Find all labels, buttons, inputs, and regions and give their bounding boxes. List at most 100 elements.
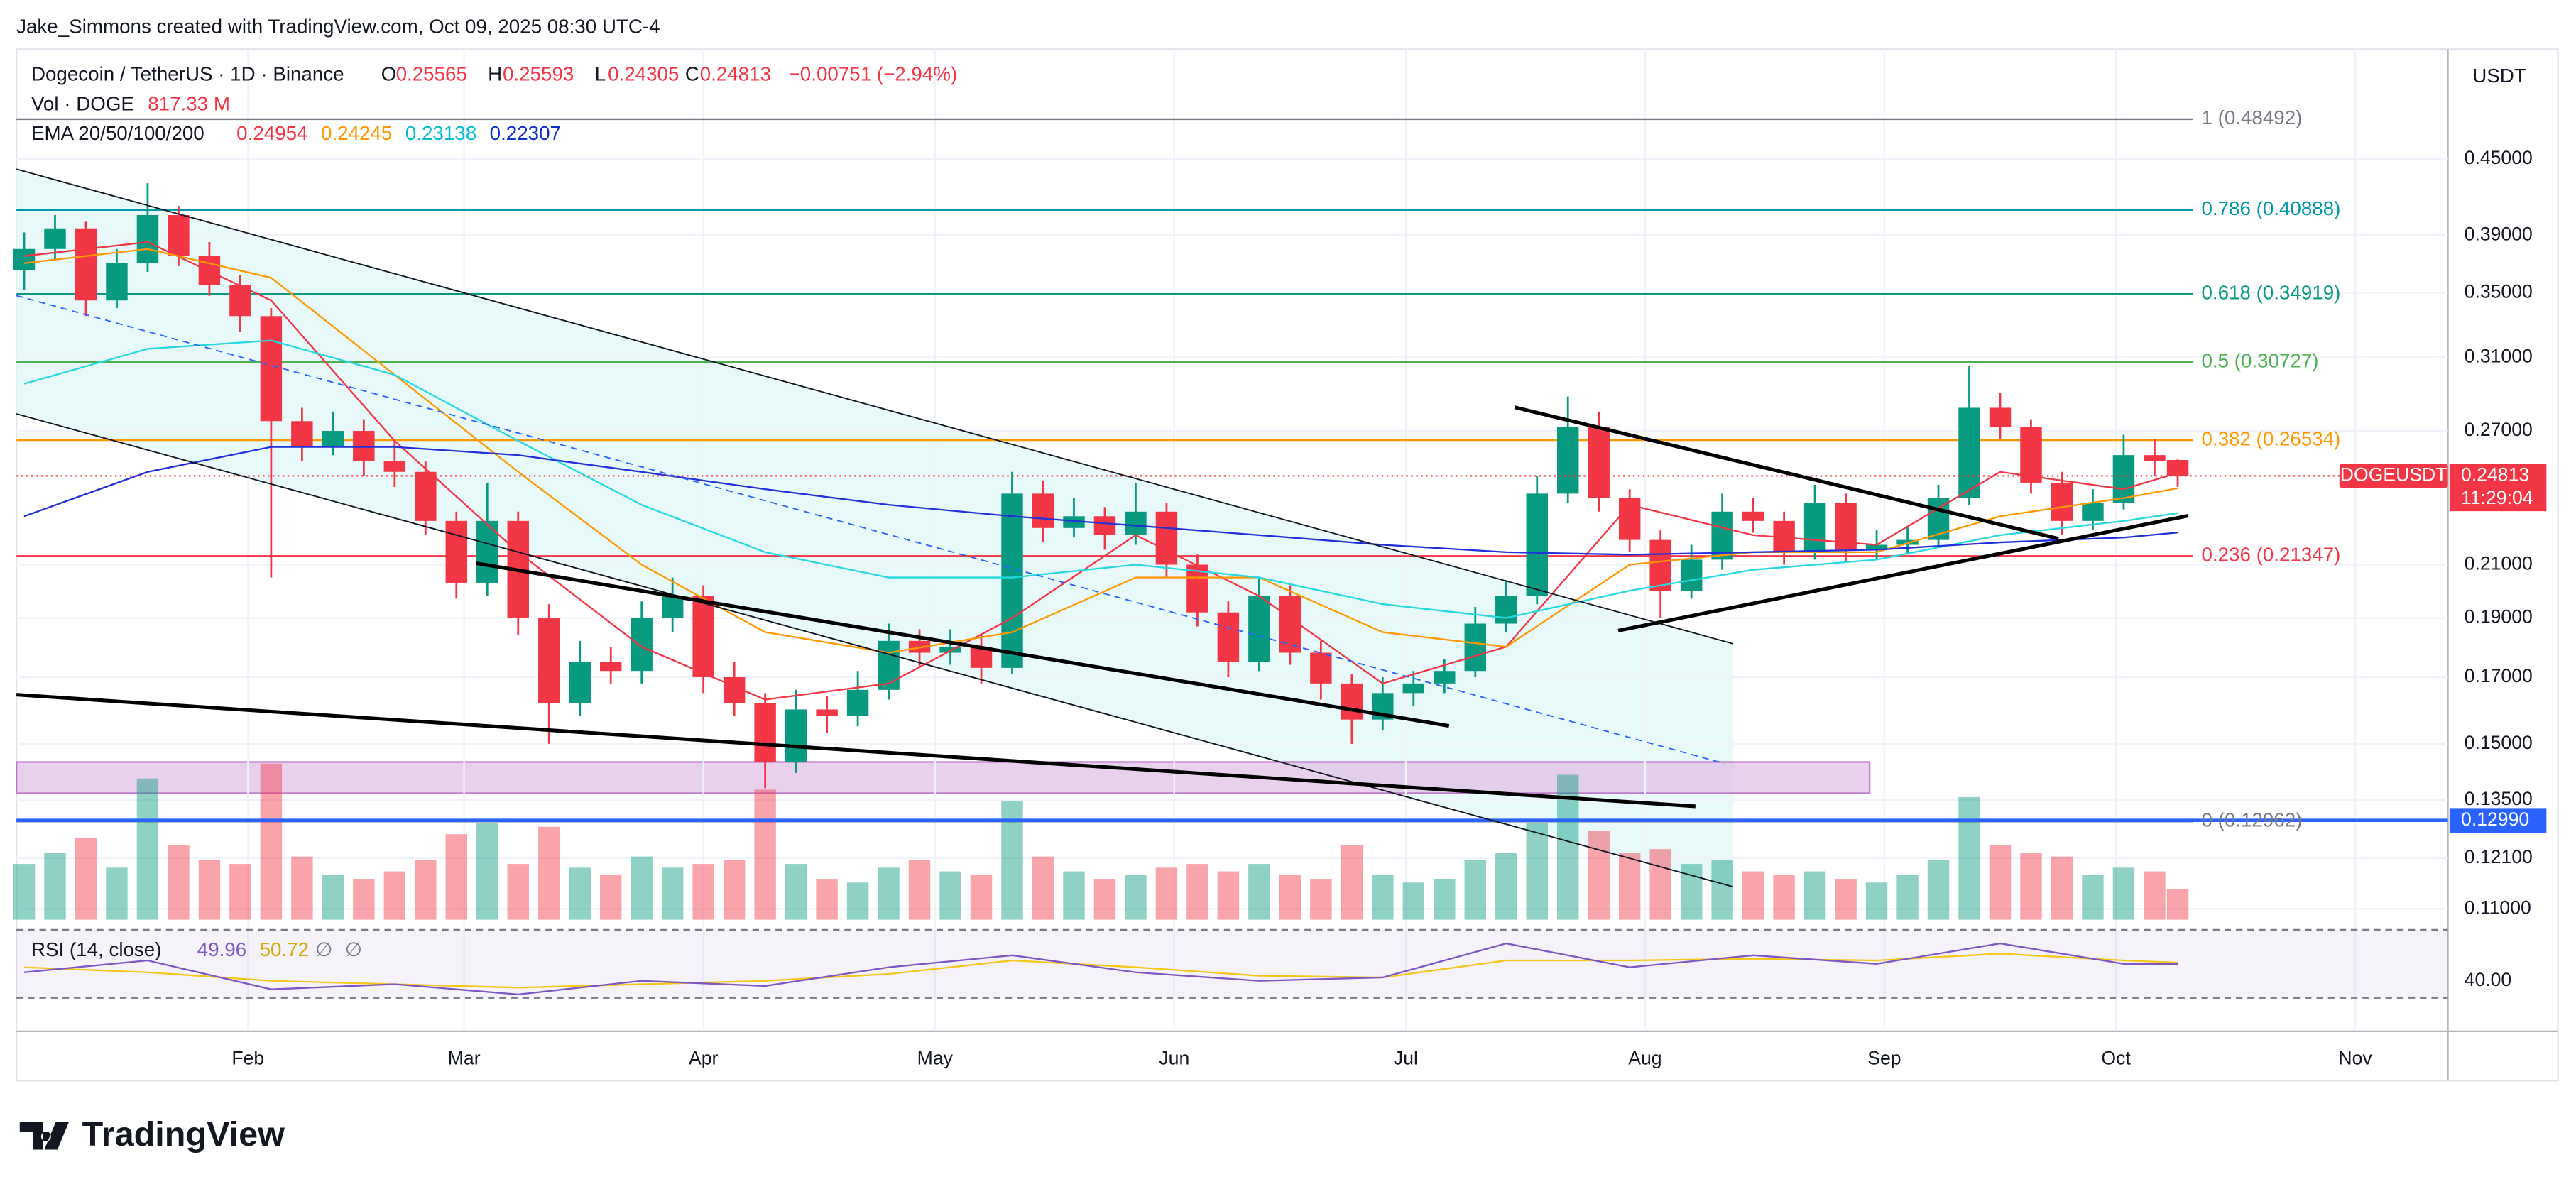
volume-bar [1588,830,1610,920]
volume-bar [1402,882,1425,920]
volume-bar [168,845,190,920]
volume-bar [383,871,406,920]
fib-label: 0.236 (0.21347) [2201,544,2340,566]
trendline [476,561,1450,728]
x-tick-label: Sep [1867,1047,1901,1068]
candle-body [1248,596,1270,662]
candle-body [631,618,653,672]
volume-bar [322,875,344,920]
price-tag-text: 0.12990 [2461,809,2529,830]
volume-bar [1711,860,1733,920]
candle-body [939,647,961,653]
ohlc-label: C [685,63,699,85]
fib-label: 0.382 (0.26534) [2201,427,2340,449]
volume-bar [1649,849,1671,920]
y-tick-label: 0.27000 [2465,419,2533,440]
volume-bar [1464,860,1486,920]
volume-bar [692,864,714,920]
countdown: 11:29:04 [2461,487,2533,508]
x-tick-label: Mar [448,1047,481,1068]
ema-title: EMA 20/50/100/200 [31,122,204,144]
candle-body [106,263,128,301]
x-tick-label: Jun [1159,1047,1189,1068]
volume-bar [1125,875,1147,920]
y-tick-label: 0.39000 [2465,223,2533,244]
candle-body [785,709,807,762]
candle-body [1093,516,1116,535]
volume-bar [291,856,313,920]
volume-bar [1155,867,1178,920]
header: Jake_Simmons created with TradingView.co… [16,16,660,38]
volume-bar [1248,864,1270,920]
volume-bar [754,789,776,920]
y-tick-label: 0.21000 [2465,553,2533,574]
y-tick-label: 0.13500 [2465,788,2533,809]
logo: TradingView [19,1115,285,1154]
volume-bar [1803,871,1826,920]
currency: USDT [2472,65,2526,87]
price-tag [2449,808,2547,833]
volume-bar [878,867,900,920]
volume-title: Vol · DOGE [31,92,134,114]
fib-label: 0.5 (0.30727) [2201,349,2318,371]
logo-icon [19,1122,70,1150]
candle-body [1434,671,1456,684]
rsi-ma-value: 50.72 [260,938,309,960]
volume-bar [2051,856,2073,920]
y-tick-label: 0.12100 [2465,846,2533,867]
volume-bar [2082,875,2104,920]
volume-bar [1310,879,1332,920]
candle-body [1402,683,1425,694]
candle-body [1711,511,1733,560]
candle-body [1032,493,1054,528]
candle-body [415,471,437,521]
ema-value: 0.24245 [321,122,392,144]
candle-body [1588,427,1610,498]
candle-body [1680,559,1703,591]
rsi-na: ∅ [315,938,332,960]
candle-body [1989,407,2012,427]
candle-body [878,640,900,690]
rsi-band-fill [16,929,2448,998]
ohlc-value: 0.25593 [503,63,574,85]
currency-box [2451,50,2557,101]
volume-bar [260,763,283,920]
symbol-tag-text: DOGEUSDT [2340,464,2447,485]
volume-bar [476,823,498,920]
candle-body [692,596,714,677]
volume-bar [1773,875,1795,920]
fib-label: 1 (0.48492) [2201,106,2302,128]
volume-bar [1341,845,1363,920]
volume-bar [846,882,869,920]
y-tick-label: 0.11000 [2465,897,2531,918]
volume-bar [44,853,66,920]
candle-body [1803,502,1826,552]
trendline [1514,405,2059,541]
volume-bar [631,856,653,920]
candle-body [1125,511,1147,535]
rsi-line [23,942,2178,996]
volume-bar [13,864,36,920]
candle-body [1063,516,1085,528]
volume-bar [785,864,807,920]
volume-bar [1526,823,1548,920]
ohlc-label: H [488,63,502,85]
volume-bar [2144,871,2166,920]
volume-bar [198,860,221,920]
volume-bar [229,864,251,920]
volume-bar [723,860,746,920]
candle-body [291,421,313,447]
candle-body [661,596,684,618]
symbol: Dogecoin / TetherUS · 1D · Binance [31,63,344,85]
ema-line [23,241,2178,701]
fib-label: 0.618 (0.34919) [2201,282,2340,304]
volume-bar [1927,860,1950,920]
volume-bar [569,867,591,920]
x-tick-label: Jul [1394,1047,1418,1068]
trendline [16,168,1734,645]
ohlc-label: O [381,63,397,85]
ohlc-value: 0.25565 [396,63,467,85]
support-zone [15,761,1871,794]
candle-body [13,248,36,270]
